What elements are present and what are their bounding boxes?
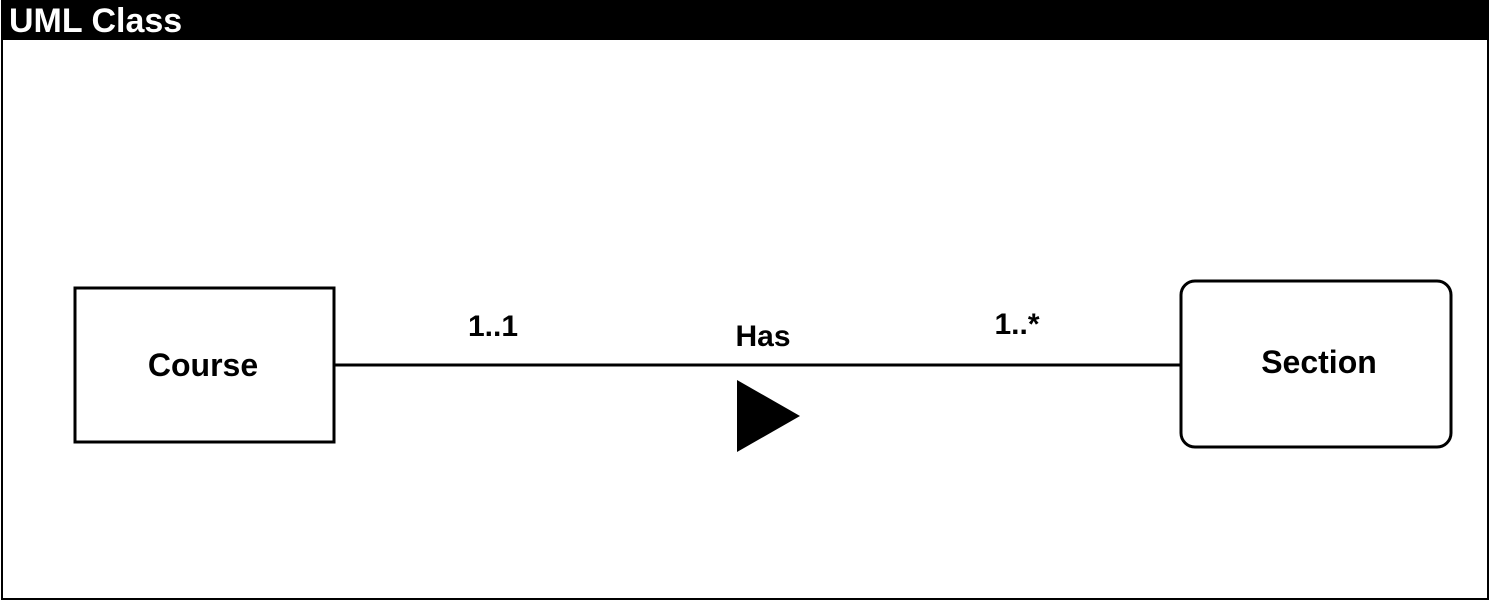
direction-arrow-icon <box>737 380 800 452</box>
frame-title-bar: UML Class <box>3 2 1487 40</box>
frame-title: UML Class <box>9 2 183 40</box>
class-course[interactable]: Course <box>73 286 336 444</box>
target-multiplicity: 1..* <box>994 308 1039 341</box>
source-multiplicity: 1..1 <box>468 310 518 343</box>
class-course-name: Course <box>148 347 258 383</box>
association-name: Has <box>735 320 790 353</box>
class-section[interactable]: Section <box>1179 279 1453 449</box>
class-section-box <box>1179 279 1453 449</box>
class-section-name: Section <box>1261 344 1377 380</box>
class-course-box <box>73 286 336 444</box>
